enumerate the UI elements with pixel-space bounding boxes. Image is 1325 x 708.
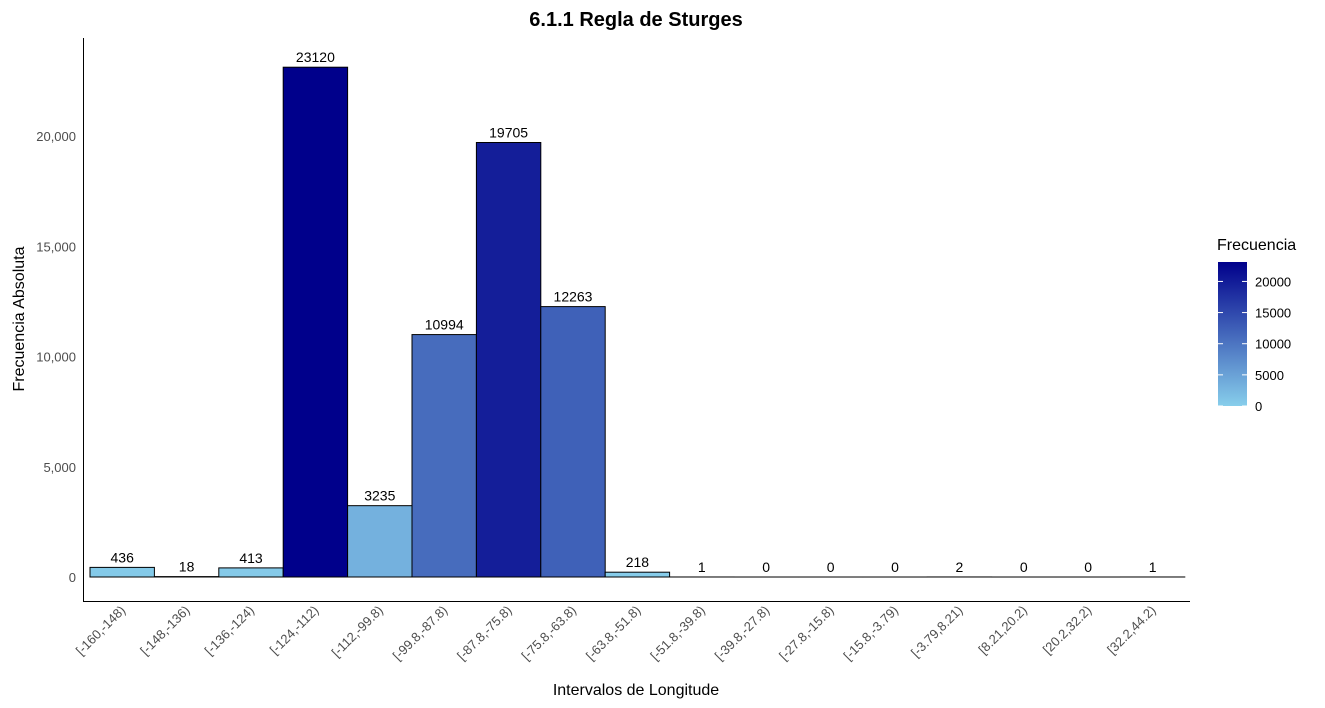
bar-value-label: 218 [626, 554, 650, 570]
x-tick-label: [-112,-99.8) [328, 603, 385, 660]
y-tick-label: 20,000 [36, 129, 76, 144]
x-tick-label: [-39.8,-27.8) [712, 603, 773, 664]
bar-value-label: 0 [1020, 559, 1028, 575]
legend-tick-label: 15000 [1255, 306, 1291, 321]
legend-tick-label: 20000 [1255, 274, 1291, 289]
y-axis-ticks: 0 5,000 10,000 15,000 20,000 [36, 129, 76, 585]
x-tick-label: [-124,-112) [267, 603, 322, 658]
bar-value-label: 10994 [425, 317, 464, 333]
color-legend: Frecuencia 0 5000 10000 15000 20000 [1217, 237, 1296, 414]
x-tick-label: [20.2,32.2) [1040, 603, 1095, 658]
bar-value-label: 12263 [554, 289, 593, 305]
bar [218, 567, 284, 578]
x-tick-label: [-15.8,-3.79) [840, 603, 901, 664]
bar [89, 566, 155, 578]
legend-tick-label: 0 [1255, 399, 1262, 414]
y-tick-label: 0 [69, 570, 76, 585]
bar-value-label: 1 [1149, 559, 1157, 575]
bar [604, 571, 671, 578]
x-tick-label: [8.21,20.2) [975, 603, 1030, 658]
x-tick-label: [-63.8,-51.8) [583, 603, 644, 664]
x-tick-label: [32.2,44.2) [1104, 603, 1159, 658]
legend-title: Frecuencia [1217, 237, 1296, 254]
x-tick-label: [-3.79,8.21) [908, 603, 966, 661]
x-tick-label: [-51.8,-39.8) [647, 603, 708, 664]
bar-value-label: 18 [179, 559, 195, 575]
bar [540, 306, 606, 578]
y-axis-title: Frecuencia Absoluta [11, 246, 28, 391]
x-tick-label: [-27.8,-15.8) [776, 603, 837, 664]
bar-value-label: 413 [239, 550, 263, 566]
bar-value-label: 0 [891, 559, 899, 575]
x-tick-label: [-75.8,-63.8) [518, 603, 579, 664]
x-axis-title: Intervalos de Longitude [553, 682, 719, 699]
bars-group [89, 66, 1186, 578]
bar-value-label: 23120 [296, 49, 335, 65]
y-tick-label: 10,000 [36, 350, 76, 365]
x-tick-label: [-99.8,-87.8) [390, 603, 451, 664]
x-tick-label: [-87.8,-75.8) [454, 603, 515, 664]
bar-value-label: 0 [762, 559, 770, 575]
bar-value-label: 0 [1084, 559, 1092, 575]
chart-title: 6.1.1 Regla de Sturges [529, 9, 742, 31]
x-tick-label: [-136,-124) [202, 603, 258, 659]
x-tick-label: [-148,-136) [137, 603, 193, 659]
bar-value-label: 1 [698, 559, 706, 575]
y-tick-label: 5,000 [43, 460, 76, 475]
bar [282, 66, 349, 578]
x-tick-label: [-160,-148) [73, 603, 129, 659]
legend-tick-label: 5000 [1255, 368, 1284, 383]
bar-value-label: 2 [956, 559, 964, 575]
legend-tick-label: 10000 [1255, 337, 1291, 352]
bar [411, 334, 477, 578]
bar-value-label: 3235 [364, 488, 395, 504]
bar-value-label: 0 [827, 559, 835, 575]
bar [475, 142, 542, 578]
y-tick-label: 15,000 [36, 239, 76, 254]
bar-labels-group: 436 18 413 23120 3235 10994 19705 12263 218 1 0 0 0 2… [111, 49, 1157, 575]
bar [347, 505, 413, 578]
x-axis-ticks: [-160,-148) [-148,-136) [-136,-124) [-124,-… [73, 603, 1159, 664]
bar-value-label: 436 [111, 549, 135, 565]
legend-ticks: 0 5000 10000 15000 20000 [1218, 274, 1291, 414]
bar-value-label: 19705 [489, 125, 528, 141]
legend-colorbar [1218, 262, 1247, 406]
